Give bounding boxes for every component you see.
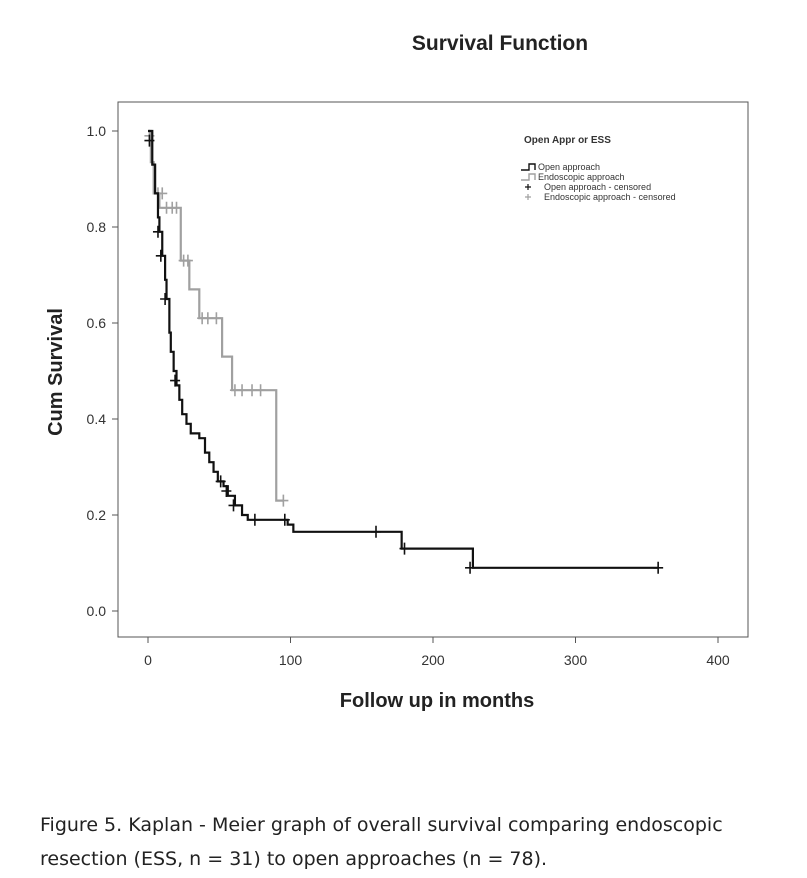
survival-chart: Survival Function 0 100 200 300 400 0.0 0.2 0.4… — [45, 32, 749, 712]
legend-entry: Endoscopic approach — [538, 172, 625, 182]
censored-mark — [221, 485, 232, 497]
censored-mark — [215, 475, 226, 488]
plot-area — [117, 101, 749, 638]
censored-mark — [144, 134, 155, 147]
legend-line-icon — [521, 173, 536, 181]
censored-mark — [155, 249, 166, 262]
censored-mark — [465, 561, 476, 574]
figure-caption: Figure 5. Kaplan - Meier graph of overal… — [40, 814, 723, 870]
censored-mark — [255, 384, 266, 397]
x-tick-label: 0 — [144, 652, 152, 668]
y-tick-label: 0.4 — [87, 411, 107, 427]
y-tick-label: 0.6 — [87, 315, 107, 331]
y-tick-label: 0.0 — [87, 603, 107, 619]
censored-mark — [278, 494, 289, 507]
censored-mark — [653, 561, 664, 574]
censored-mark — [160, 293, 171, 305]
censored-mark — [171, 201, 182, 214]
censored-mark — [211, 312, 222, 325]
x-axis-label: Follow up in months — [340, 690, 534, 712]
y-tick-label: 1.0 — [87, 123, 107, 139]
legend-entry: Open approach - censored — [544, 182, 651, 192]
censored-mark — [279, 513, 290, 526]
chart-title: Survival Function — [412, 32, 588, 55]
legend: Open Appr or ESS Open approachEndoscopic… — [521, 135, 676, 202]
legend-censor-icon — [525, 194, 531, 200]
censored-mark — [399, 542, 410, 555]
censored-mark — [202, 312, 213, 325]
y-tick-label: 0.2 — [87, 507, 107, 523]
y-tick-label: 0.8 — [87, 219, 107, 235]
censored-mark — [152, 225, 163, 238]
x-tick-label: 100 — [279, 652, 303, 668]
x-tick-label: 400 — [706, 652, 730, 668]
censored-mark — [247, 384, 258, 397]
x-tick-label: 200 — [421, 652, 445, 668]
y-axis-label: Cum Survival — [45, 308, 67, 436]
censored-mark — [237, 384, 248, 397]
censored-mark — [371, 525, 381, 538]
survival-curve-open-approach — [148, 129, 659, 569]
survival-curve-endoscopic-approach — [148, 129, 284, 502]
legend-censor-icon — [525, 184, 531, 190]
censored-mark — [228, 499, 239, 512]
legend-line-icon — [521, 163, 536, 171]
censored-mark — [182, 254, 193, 267]
legend-entry: Endoscopic approach - censored — [544, 192, 676, 202]
legend-title: Open Appr or ESS — [524, 135, 611, 146]
x-tick-label: 300 — [564, 652, 588, 668]
legend-entry: Open approach — [538, 162, 600, 172]
censored-mark — [249, 513, 260, 526]
censored-mark — [170, 374, 181, 387]
